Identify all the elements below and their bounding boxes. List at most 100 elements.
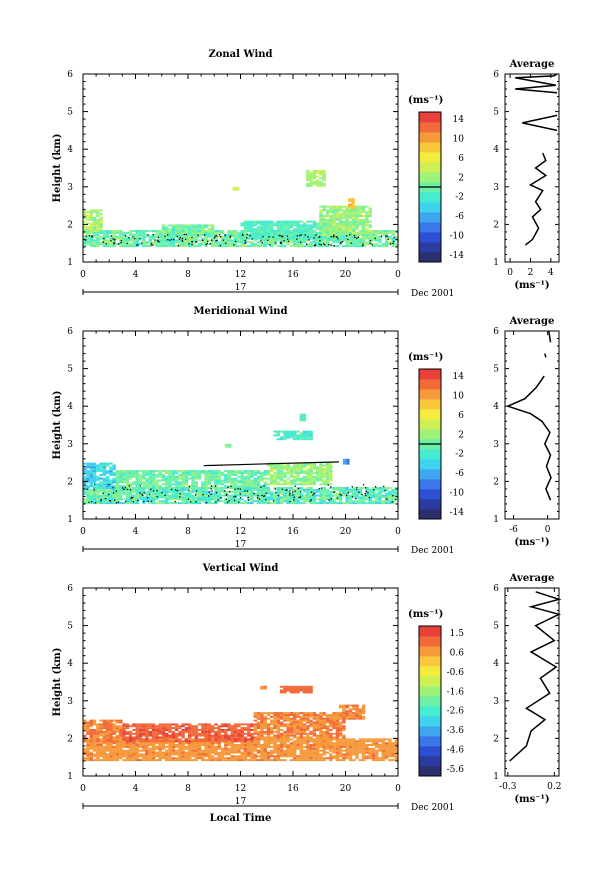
heatmap-cell xyxy=(260,490,264,493)
heatmap-cell xyxy=(168,230,172,232)
heatmap-cell xyxy=(263,481,267,484)
contour-mark xyxy=(323,243,325,245)
heatmap-cell xyxy=(92,209,97,212)
day-label: 17 xyxy=(235,540,247,550)
heatmap-cell xyxy=(96,222,100,225)
heatmap-cell xyxy=(240,235,244,238)
heatmap-cell xyxy=(128,483,133,486)
contour-mark xyxy=(150,500,153,502)
heatmap-cell xyxy=(211,496,215,499)
heatmap-cell xyxy=(142,732,146,735)
contour-mark xyxy=(219,245,222,247)
heatmap-cell xyxy=(122,740,126,743)
heatmap-cell xyxy=(247,483,251,486)
heatmap-cell xyxy=(345,230,349,232)
heatmap-cell xyxy=(161,730,166,733)
heatmap-cell xyxy=(299,230,303,232)
heatmap-cell xyxy=(165,745,169,748)
heatmap-cell xyxy=(207,235,212,238)
heatmap-cell xyxy=(388,230,392,232)
heatmap-cell xyxy=(211,472,215,474)
heatmap-cell xyxy=(128,749,133,752)
heatmap-cell xyxy=(279,490,284,493)
contour-mark xyxy=(150,488,152,490)
heatmap-cell xyxy=(325,464,330,467)
heatmap-cell xyxy=(394,755,399,758)
heatmap-cell xyxy=(227,502,231,505)
heatmap-cell xyxy=(122,241,126,244)
heatmap-cell xyxy=(316,488,320,491)
heatmap-cell xyxy=(276,226,280,229)
heatmap-cell xyxy=(158,751,162,754)
heatmap-cell xyxy=(293,233,297,236)
heatmap-cell xyxy=(102,494,107,497)
heatmap-cell xyxy=(358,218,362,221)
heatmap-cell xyxy=(306,494,310,497)
heatmap-cell xyxy=(99,477,103,480)
heatmap-cell xyxy=(312,175,317,178)
heatmap-cell xyxy=(302,245,307,248)
heatmap-cell xyxy=(230,239,235,242)
heatmap-cell xyxy=(375,494,379,497)
heatmap-cell xyxy=(319,483,323,486)
heatmap-cell xyxy=(283,464,287,467)
heatmap-cell xyxy=(92,502,97,505)
heatmap-cell xyxy=(319,500,323,503)
heatmap-cell xyxy=(181,243,185,246)
heatmap-cell xyxy=(83,485,87,488)
heatmap-cell xyxy=(151,747,156,750)
heatmap-cell xyxy=(197,492,202,495)
heatmap-cell xyxy=(312,241,317,244)
heatmap-cell xyxy=(352,224,356,227)
heatmap-cell xyxy=(168,479,172,482)
heatmap-cell xyxy=(345,241,349,244)
heatmap-cell xyxy=(276,233,280,236)
heatmap-cell xyxy=(151,237,156,240)
heatmap-cell xyxy=(355,751,359,754)
heatmap-cell xyxy=(270,745,274,748)
heatmap-cell xyxy=(306,220,310,223)
heatmap-cell xyxy=(112,751,116,754)
heatmap-cell xyxy=(325,233,330,236)
profile-title: Average xyxy=(509,316,555,327)
heatmap-cell xyxy=(240,759,244,762)
heatmap-cell xyxy=(289,432,294,435)
contour-mark xyxy=(364,492,366,495)
heatmap-cell xyxy=(319,235,323,238)
heatmap-cell xyxy=(96,226,100,229)
heatmap-cell xyxy=(115,759,120,762)
heatmap-cell xyxy=(279,751,284,754)
heatmap-cell xyxy=(266,241,271,244)
heatmap-cell xyxy=(319,755,323,758)
heatmap-cell xyxy=(273,745,277,748)
heatmap-cell xyxy=(168,755,172,758)
heatmap-cell xyxy=(112,723,116,726)
heatmap-cell xyxy=(171,487,175,489)
heatmap-cell xyxy=(296,738,300,741)
heatmap-cell xyxy=(115,243,120,246)
x-tick-label: 20 xyxy=(340,527,352,537)
heatmap-cell xyxy=(368,237,372,240)
contour-mark xyxy=(353,234,356,237)
heatmap-cell xyxy=(283,496,287,499)
heatmap-cell xyxy=(83,477,87,480)
heatmap-cell xyxy=(92,233,97,236)
heatmap-cell xyxy=(194,745,198,748)
heatmap-cell xyxy=(148,245,152,248)
heatmap-cell xyxy=(286,468,290,471)
heatmap-cell xyxy=(112,745,116,748)
x-tick-label: 8 xyxy=(185,527,191,537)
heatmap-cell xyxy=(109,759,113,762)
heatmap-cell xyxy=(83,721,87,724)
heatmap-cell xyxy=(299,468,303,471)
contour-mark xyxy=(260,486,262,488)
heatmap-cell xyxy=(151,738,156,741)
heatmap-cell xyxy=(102,245,107,248)
heatmap-cell xyxy=(375,231,379,234)
heatmap-cell xyxy=(201,494,205,497)
heatmap-cell xyxy=(191,496,195,499)
heatmap-cell xyxy=(181,744,185,746)
heatmap-cell xyxy=(207,479,212,482)
heatmap-cell xyxy=(92,729,97,731)
heatmap-cell xyxy=(319,477,323,480)
